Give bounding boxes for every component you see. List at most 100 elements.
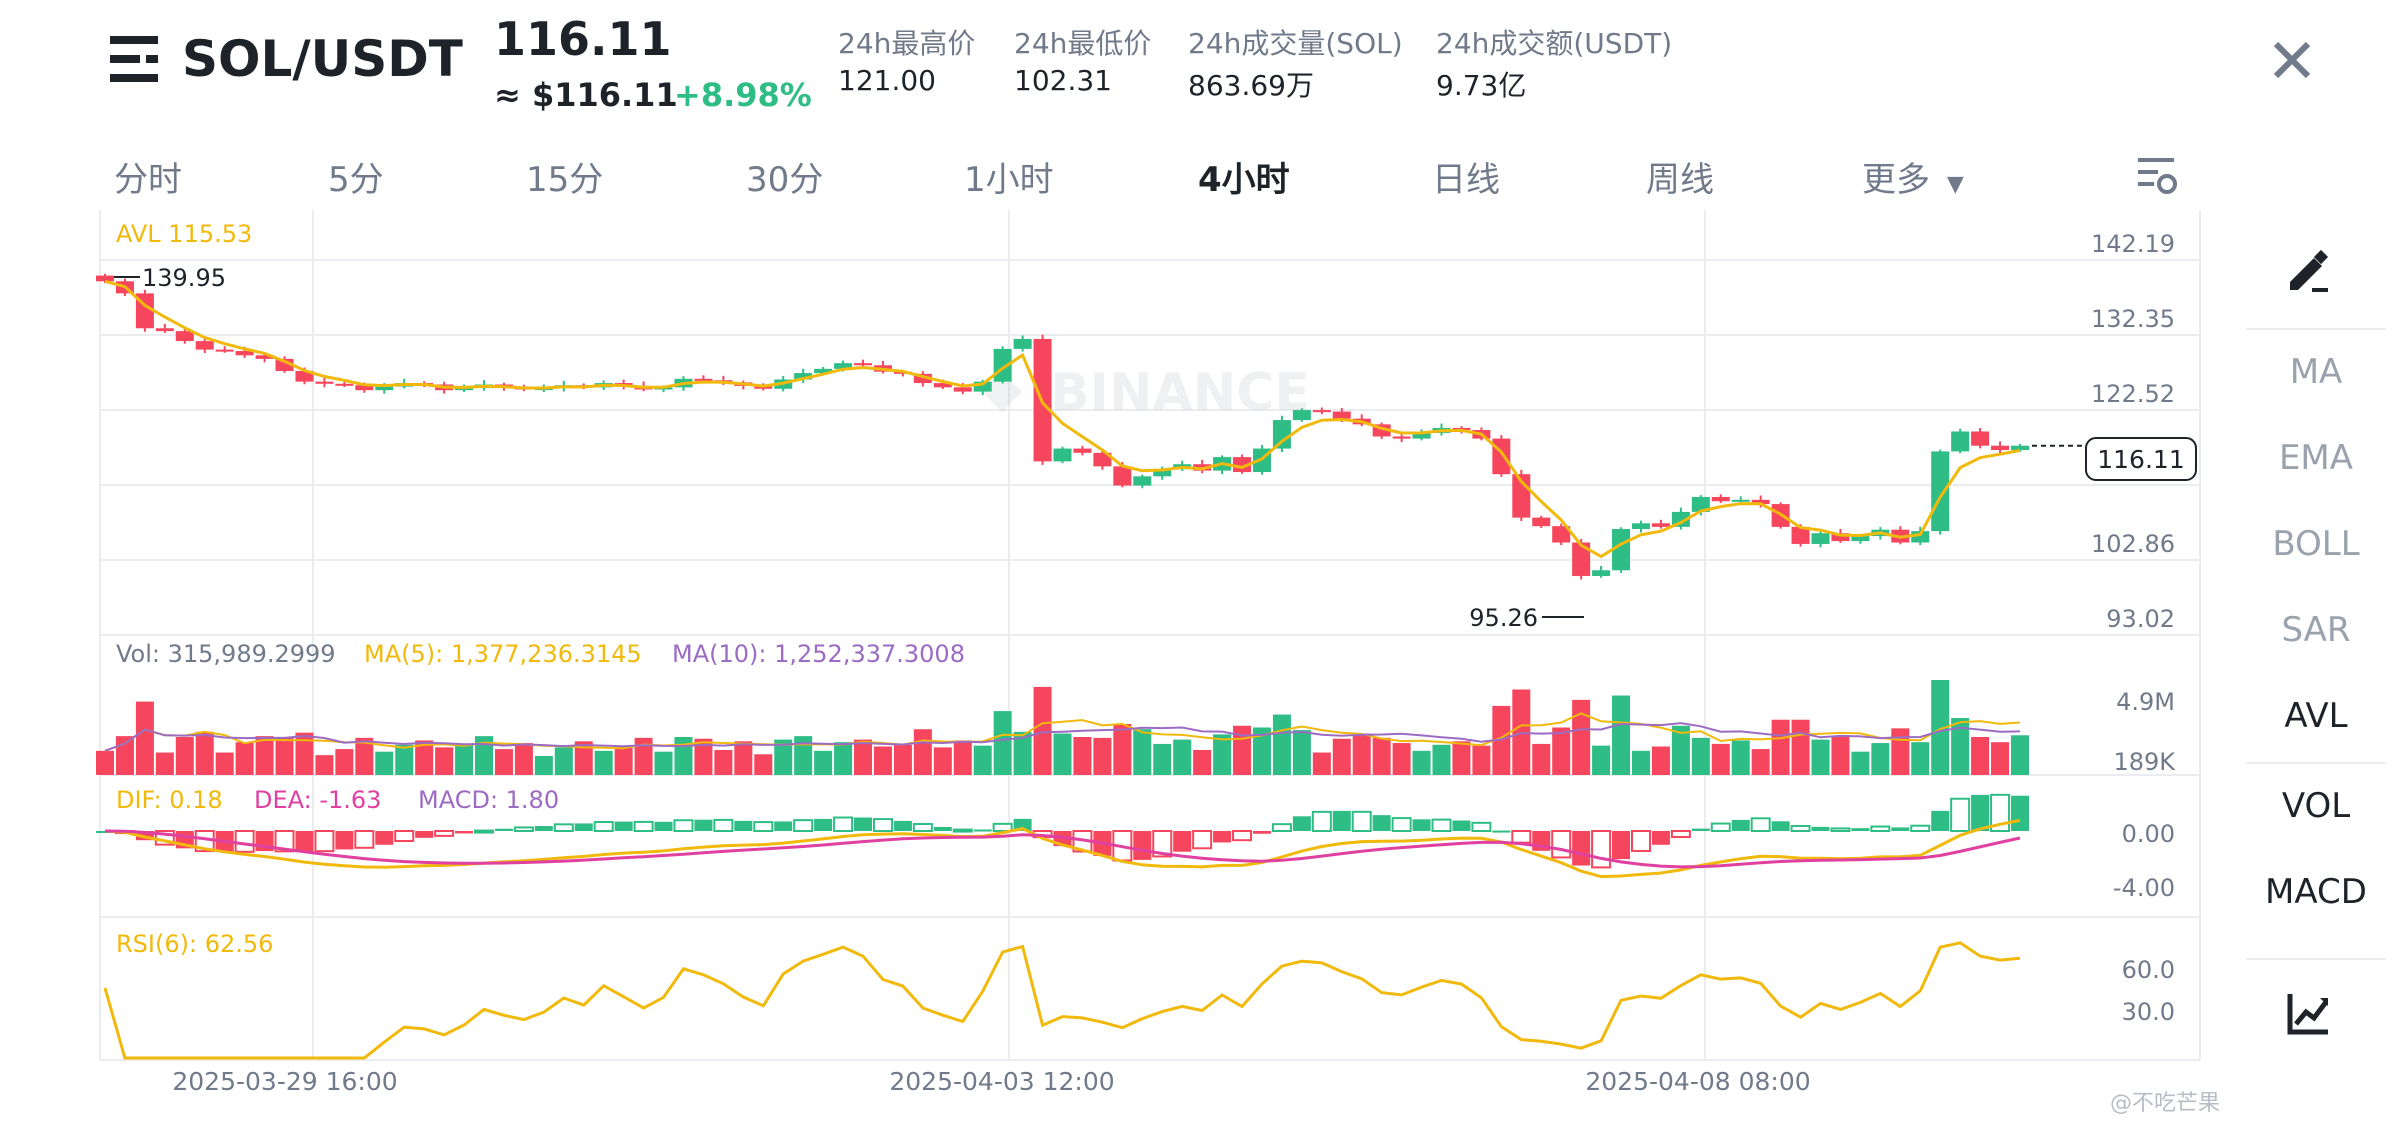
stat-turnover-value: 9.73亿: [1436, 69, 1527, 102]
chart-canvas[interactable]: BINANCE AVL 115.53 Vol: 315,989.2999 MA(…: [0, 210, 2220, 1128]
macd-bar: [1691, 828, 1710, 831]
indicator-vol[interactable]: VOL: [2281, 786, 2351, 826]
volume-bar: [1831, 736, 1850, 775]
macd-bar: [814, 818, 833, 831]
low-marker-label: 95.26: [1469, 604, 1538, 632]
volume-bar: [1691, 737, 1710, 775]
candle-body: [1651, 523, 1670, 527]
macd-bar: [1152, 830, 1173, 858]
macd-bar: [234, 830, 255, 853]
volume-bar: [155, 752, 174, 775]
volume-bar: [873, 746, 892, 775]
volume-bar: [1093, 737, 1112, 775]
tab-1w[interactable]: 周线: [1646, 160, 1714, 200]
indicator-boll[interactable]: BOLL: [2272, 524, 2360, 564]
macd-bar: [295, 831, 314, 852]
tab-1h[interactable]: 1小时: [964, 160, 1054, 200]
indicator-sar[interactable]: SAR: [2281, 610, 2351, 650]
volume-bar: [814, 750, 833, 775]
macd-bar: [553, 823, 574, 832]
candle-body: [335, 383, 354, 386]
macd-bar: [1471, 821, 1492, 833]
candle-body: [1971, 431, 1990, 446]
tab-5m[interactable]: 5分: [328, 160, 384, 200]
volume-bar: [1372, 737, 1391, 775]
macd-bar: [1252, 831, 1271, 834]
last-price: 116.11: [494, 12, 672, 66]
candle-body: [1991, 445, 2010, 450]
sidebar-divider: [2246, 958, 2386, 960]
macd-bar: [1910, 824, 1931, 833]
macd-bar: [1830, 827, 1851, 832]
tab-4h[interactable]: 4小时: [1198, 160, 1290, 200]
draw-pencil-icon[interactable]: [2284, 248, 2332, 296]
volume-bar: [674, 737, 693, 775]
tab-15m[interactable]: 15分: [526, 160, 604, 200]
timeframe-tabs: 分时 5分 15分 30分 1小时 4小时 日线 周线 更多 ▼: [0, 140, 2200, 210]
tab-1d[interactable]: 日线: [1432, 160, 1500, 200]
macd-bar: [933, 826, 952, 831]
candle-body: [1053, 448, 1072, 462]
volume-bar: [1073, 737, 1092, 775]
macd-bar: [1630, 830, 1651, 852]
candle-body: [1552, 526, 1571, 543]
volume-bars: [96, 680, 2029, 775]
macd-bar: [734, 820, 753, 831]
indicator-avl[interactable]: AVL: [2284, 696, 2348, 736]
vol-ma10-label: MA(10): 1,252,337.3008: [672, 640, 965, 668]
volume-bar: [1233, 725, 1252, 775]
macd-bar: [1651, 831, 1670, 845]
macd-bar: [1372, 815, 1391, 831]
macd-bar: [434, 830, 455, 837]
indicator-macd[interactable]: MACD: [2265, 872, 2367, 912]
volume-bar: [1731, 740, 1750, 775]
price-axis-label: 93.02: [2106, 605, 2175, 633]
volume-bar: [1991, 742, 2010, 775]
volume-bar: [1252, 727, 1271, 775]
macd-bar: [654, 821, 673, 831]
macd-bar: [593, 821, 614, 832]
indicator-ema[interactable]: EMA: [2278, 438, 2354, 478]
candle-body: [973, 381, 992, 392]
macd-bar: [274, 830, 295, 853]
volume-bar: [1033, 686, 1052, 775]
candlestick-series: [96, 273, 2029, 580]
rsi-axis-label: 30.0: [2122, 998, 2175, 1026]
tab-time[interactable]: 分时: [114, 160, 182, 200]
volume-bar: [634, 737, 653, 775]
chart-settings-icon[interactable]: [2136, 154, 2180, 198]
stat-turnover-label: 24h成交额(USDT): [1436, 27, 1673, 60]
candle-body: [1073, 448, 1092, 453]
macd-bar: [1771, 821, 1790, 831]
stat-volume-value: 863.69万: [1188, 69, 1314, 102]
close-icon[interactable]: [2272, 40, 2312, 80]
indicator-ma[interactable]: MA: [2289, 352, 2343, 392]
volume-bar: [1272, 714, 1291, 775]
macd-bar: [872, 818, 893, 832]
volume-bar: [1153, 743, 1172, 775]
volume-bar: [574, 741, 593, 775]
candle-body: [96, 275, 114, 282]
macd-bar: [614, 821, 633, 831]
tab-more[interactable]: 更多 ▼: [1862, 152, 1964, 201]
pair-title[interactable]: SOL/USDT: [182, 30, 463, 88]
candle-body: [295, 370, 314, 382]
tab-30m[interactable]: 30分: [746, 160, 824, 200]
menu-icon[interactable]: [108, 34, 160, 84]
candle-body: [195, 341, 214, 350]
sub-chart-icon[interactable]: [2284, 990, 2332, 1038]
macd-bar: [335, 831, 354, 850]
stat-low-label: 24h最低价: [1014, 27, 1152, 60]
candle-body: [175, 331, 194, 342]
volume-bar: [1671, 725, 1690, 775]
kline-chart[interactable]: BINANCE AVL 115.53 Vol: 315,989.2999 MA(…: [0, 210, 2220, 1128]
candle-body: [1731, 499, 1750, 502]
candle-body: [694, 378, 713, 381]
volume-bar: [1871, 743, 1890, 775]
macd-bar: [1891, 827, 1910, 831]
macd-bar: [1213, 831, 1232, 843]
volume-bar: [215, 752, 234, 775]
volume-bar: [534, 756, 553, 775]
macd-bar: [912, 823, 933, 833]
current-price-tag[interactable]: [2085, 437, 2197, 481]
